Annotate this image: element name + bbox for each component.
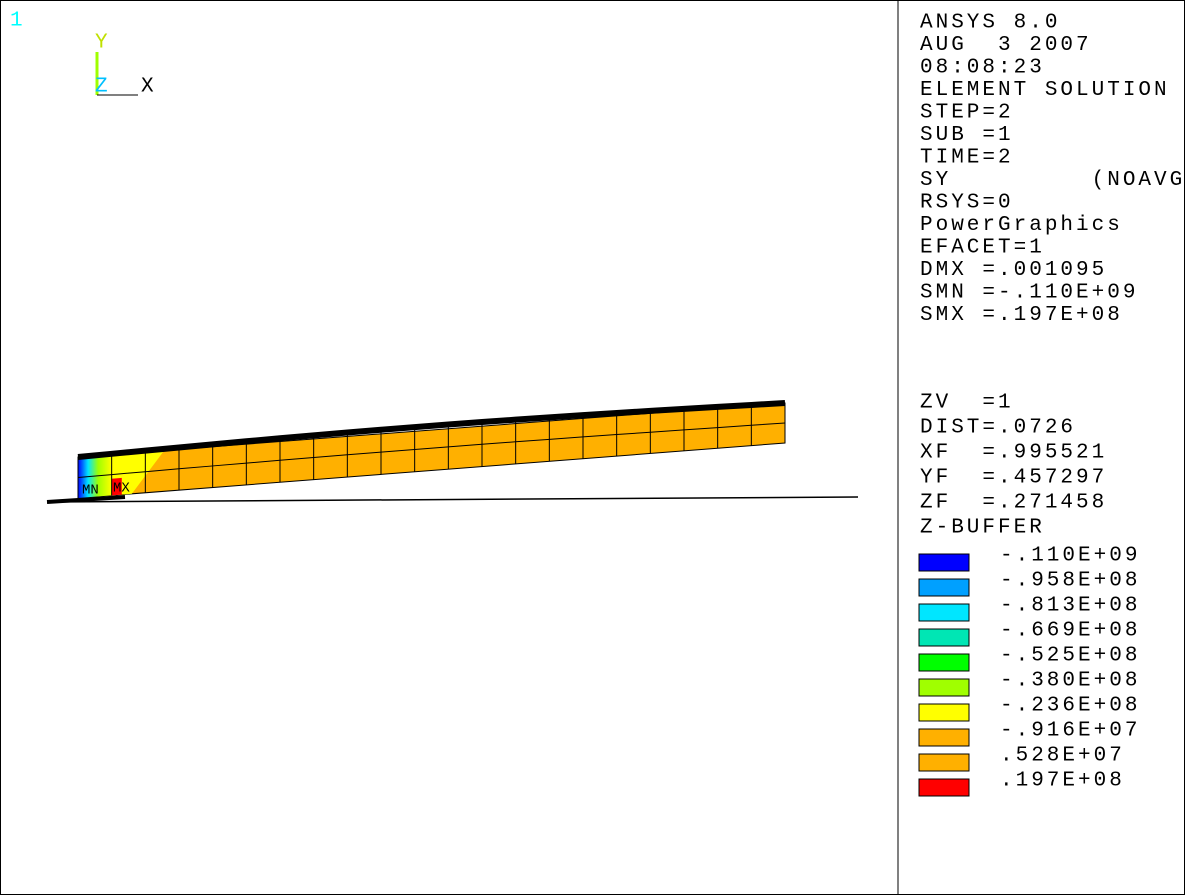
- info-line: YF =.457297: [920, 467, 1107, 490]
- legend-label: -.525E+08: [1000, 645, 1140, 668]
- info-line: ANSYS 8.0: [920, 12, 1060, 35]
- ansys-window: 1 Y Z X MN MX ANSYS 8.0AUG 3 200708:08:2…: [0, 0, 1185, 895]
- info-line: ELEMENT SOLUTION: [920, 79, 1170, 102]
- legend-swatch: [919, 604, 969, 621]
- legend-swatch: [919, 704, 969, 721]
- info-line: SMX =.197E+08: [920, 304, 1123, 327]
- legend-swatch: [919, 554, 969, 571]
- legend-label: -.813E+08: [1000, 595, 1140, 618]
- info-line: PowerGraphics: [920, 214, 1123, 237]
- info-line: ZF =.271458: [920, 492, 1107, 515]
- max-marker: MX: [113, 481, 130, 497]
- info-line: SUB =1: [920, 124, 1014, 147]
- legend-label: -.958E+08: [1000, 570, 1140, 593]
- info-line: DMX =.001095: [920, 259, 1107, 282]
- info-line: AUG 3 2007: [920, 34, 1092, 57]
- info-line: STEP=2: [920, 102, 1014, 125]
- info-line: SMN =-.110E+09: [920, 282, 1138, 305]
- legend-swatch: [919, 629, 969, 646]
- legend-label: .197E+08: [1000, 770, 1125, 793]
- info-line: SY (NOAVG): [920, 169, 1185, 192]
- info-line: XF =.995521: [920, 442, 1107, 465]
- legend-label: -.110E+09: [1000, 545, 1140, 568]
- info-line: TIME=2: [920, 147, 1014, 170]
- legend-swatch: [919, 654, 969, 671]
- info-line: 08:08:23: [920, 57, 1045, 80]
- info-line: Z-BUFFER: [920, 517, 1045, 540]
- legend-label: -.916E+07: [1000, 720, 1140, 743]
- legend: -.110E+09-.958E+08-.813E+08-.669E+08-.52…: [919, 545, 1140, 796]
- legend-label: -.669E+08: [1000, 620, 1140, 643]
- legend-label: -.380E+08: [1000, 670, 1140, 693]
- legend-swatch: [919, 579, 969, 596]
- triad-x-label: X: [141, 76, 154, 99]
- min-marker: MN: [82, 483, 99, 499]
- legend-swatch: [919, 779, 969, 796]
- info-line: DIST=.0726: [920, 417, 1076, 440]
- legend-swatch: [919, 754, 969, 771]
- legend-swatch: [919, 729, 969, 746]
- info-line: ZV =1: [920, 392, 1014, 415]
- legend-label: .528E+07: [1000, 745, 1125, 768]
- triad-z-label: Z: [95, 76, 108, 99]
- window-number: 1: [10, 10, 23, 33]
- legend-label: -.236E+08: [1000, 695, 1140, 718]
- info-line: EFACET=1: [920, 237, 1045, 260]
- legend-swatch: [919, 679, 969, 696]
- triad-y-label: Y: [95, 32, 108, 55]
- info-line: RSYS=0: [920, 192, 1014, 215]
